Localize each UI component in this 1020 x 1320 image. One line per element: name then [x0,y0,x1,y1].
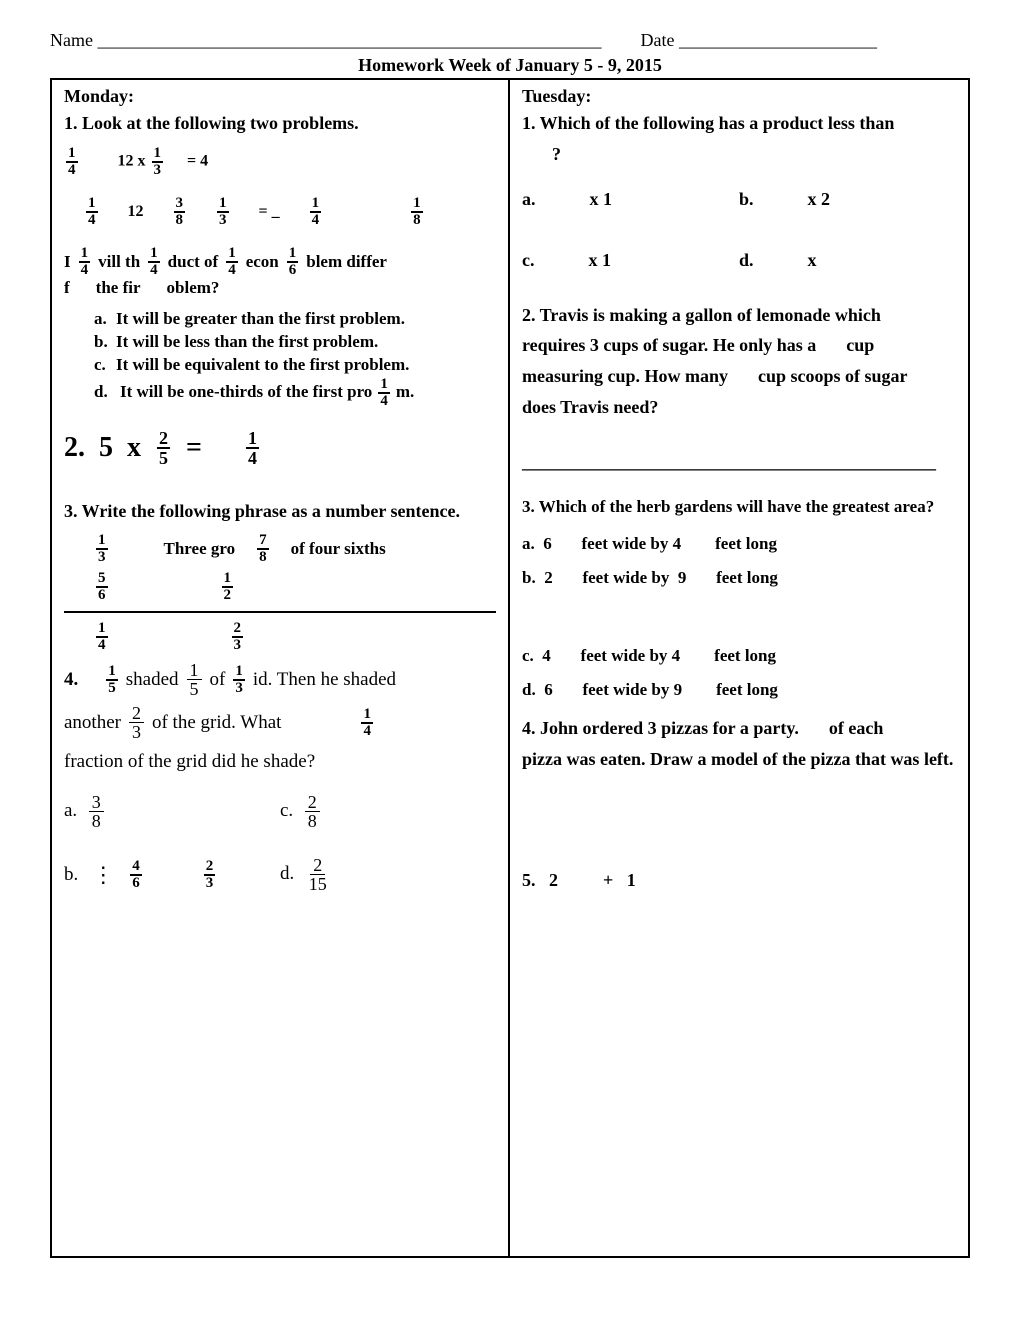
monday-eq2: 14 12 38 13 = _ 14 18 [84,196,496,228]
monday-q4-l2: another 23 of the grid. What 14 [64,704,496,741]
monday-q1-options: a.It will be greater than the first prob… [94,308,496,409]
fraction: 12 [222,571,234,603]
tuesday-q1-options: a.x 1 b.x 2 c.x 1 d.x [522,189,956,271]
ans-a: a. 38 [64,793,280,830]
fraction: 14 [246,429,259,467]
fraction: 25 [157,429,170,467]
opt-a: a.x 1 [522,189,739,210]
tuesday-q2d: does Travis need? [522,393,956,422]
ans-b: b. ⋮ 46 23 [64,856,280,893]
fraction: 15 [187,661,202,698]
option-c: It will be equivalent to the first probl… [116,355,409,374]
fraction: 23 [129,704,144,741]
broken-text-row1: I 14 vill th 14 duct of 14 econ 16 blem … [64,246,496,278]
fraction: 23 [204,859,216,891]
fraction: 14 [226,246,238,278]
fraction: 13 [233,664,245,696]
fraction: 28 [305,793,320,830]
fraction: 13 [96,533,108,565]
monday-eq1: 14 12 x 13 = 4 [64,146,496,178]
option-a: It will be greater than the first proble… [116,309,405,328]
fraction: 14 [96,621,108,653]
tuesday-q1: 1. Which of the following has a product … [522,109,956,138]
fraction: 14 [361,707,373,739]
monday-column: Monday: 1. Look at the following two pro… [52,80,510,1256]
text: 12 x [118,152,146,169]
divider [64,611,496,613]
ans-c: c. 28 [280,793,496,830]
tuesday-q2b: requires 3 cups of sugar. He only has ac… [522,331,956,360]
tuesday-q2a: 2. Travis is making a gallon of lemonade… [522,301,956,330]
fraction: 13 [217,196,229,228]
tuesday-q1b: ? [552,140,956,169]
fraction: 14 [148,246,160,278]
tuesday-column: Tuesday: 1. Which of the following has a… [510,80,968,1256]
tuesday-q4a: 4. John ordered 3 pizzas for a party.of … [522,714,956,743]
fraction: 14 [66,146,78,178]
text: = 4 [187,152,208,169]
name-label: Name ___________________________________… [50,30,601,50]
fraction: 78 [257,533,269,565]
garden-d: d. 6 feet wide by 9 feet long [522,680,956,700]
fraction: 38 [89,793,104,830]
fraction: 18 [411,196,423,228]
fraction: 15 [106,664,118,696]
header-row: Name ___________________________________… [50,30,970,51]
monday-q3: 3. Write the following phrase as a numbe… [64,497,496,526]
opt-c: c.x 1 [522,250,739,271]
fraction: 215 [306,856,330,893]
q3-row2: 56 12 [94,571,496,603]
monday-q4-answers: a. 38 c. 28 b. ⋮ 46 23 d. 215 [64,793,496,893]
fraction: 13 [152,146,164,178]
tuesday-q2c: measuring cup. How manycup scoops of sug… [522,362,956,391]
monday-q2: 2. 5 x 25 = 14 [64,429,496,467]
text: 12 [128,203,144,221]
option-b: It will be less than the first problem. [116,332,378,351]
broken-text-row2: f the fir oblem? [64,278,496,298]
date-label: Date ______________________ [640,30,876,50]
tuesday-heading: Tuesday: [522,86,956,107]
q3-row1: 13 Three gro 78 of four sixths [94,533,496,565]
garden-b: b. 2 feet wide by 9 feet long [522,568,956,588]
monday-q1: 1. Look at the following two problems. [64,109,496,138]
ans-d: d. 215 [280,856,496,893]
answer-blank[interactable]: ________________________________________… [522,452,956,473]
tuesday-q4b: pizza was eaten. Draw a model of the piz… [522,745,956,774]
tuesday-q5: 5. 2 + 1 [522,866,956,895]
garden-c: c. 4 feet wide by 4 feet long [522,646,956,666]
fraction: 56 [96,571,108,603]
opt-b: b.x 2 [739,189,956,210]
garden-a: a. 6 feet wide by 4 feet long [522,534,956,554]
fraction: 46 [130,859,142,891]
monday-q4-l1: 4. 15 shaded 15 of 13 id. Then he shaded [64,661,496,698]
fraction: 14 [310,196,322,228]
page-title: Homework Week of January 5 - 9, 2015 [50,55,970,76]
fraction: 14 [378,377,390,409]
fraction: 14 [86,196,98,228]
fraction: 38 [174,196,186,228]
tuesday-q3: 3. Which of the herb gardens will have t… [522,493,956,520]
monday-heading: Monday: [64,86,496,107]
loose-fractions: 14 23 [94,621,496,653]
opt-d: d.x [739,250,956,271]
option-d: It will be one-thirds of the first pro [120,381,372,404]
fraction: 14 [79,246,91,278]
monday-q4-l3: fraction of the grid did he shade? [64,751,496,773]
text: = _ [259,203,280,221]
worksheet-grid: Monday: 1. Look at the following two pro… [50,78,970,1258]
fraction: 23 [232,621,244,653]
fraction: 16 [287,246,299,278]
